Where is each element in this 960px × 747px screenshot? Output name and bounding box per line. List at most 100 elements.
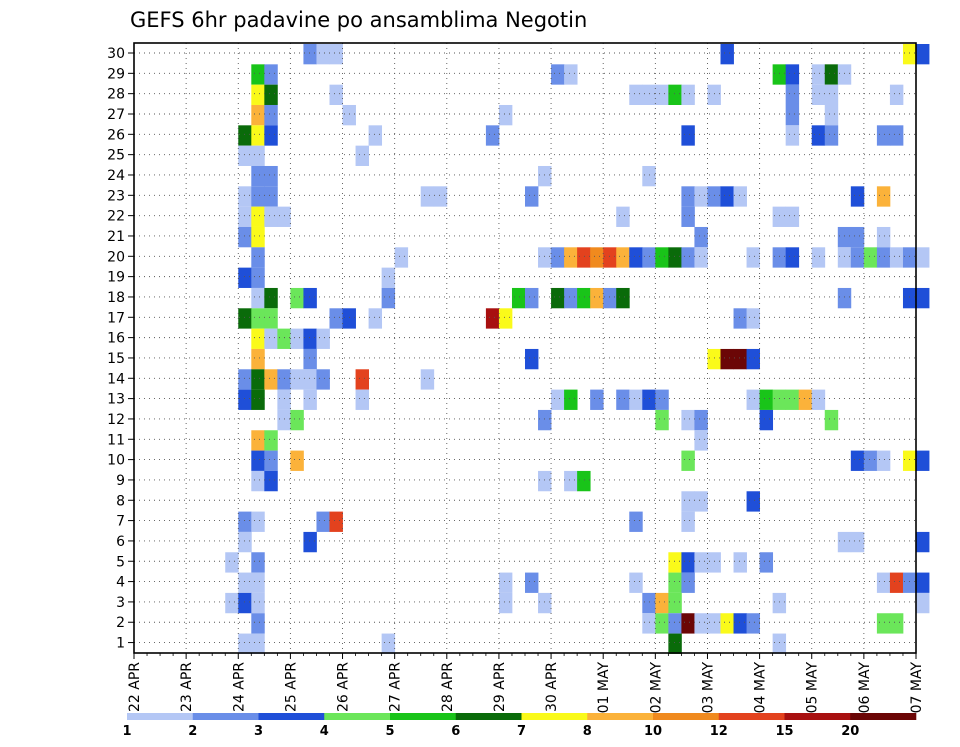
- heatmap-cell: [303, 389, 317, 410]
- heatmap-cells: [225, 44, 930, 654]
- heatmap-cell: [355, 145, 369, 166]
- heatmap-cell: [238, 572, 252, 593]
- heatmap-cell: [876, 125, 891, 146]
- heatmap-cell: [668, 572, 682, 593]
- x-tick-label: 03 MAY: [700, 662, 716, 714]
- y-tick-label: 11: [107, 432, 125, 448]
- heatmap-cell: [642, 165, 656, 187]
- heatmap-cell: [668, 552, 682, 573]
- y-tick-label: 7: [116, 514, 125, 530]
- heatmap-cell: [251, 572, 265, 593]
- heatmap-cell: [251, 552, 265, 573]
- heatmap-cell: [238, 389, 252, 410]
- heatmap-cell: [811, 247, 826, 268]
- y-axis: 1234567891011121314151617181920212223242…: [107, 46, 134, 652]
- heatmap-cell: [277, 409, 291, 431]
- heatmap-cell: [785, 247, 800, 268]
- heatmap-cell: [251, 511, 265, 532]
- heatmap-cell: [433, 186, 448, 207]
- y-tick-label: 6: [116, 534, 125, 550]
- heatmap-cell: [238, 226, 252, 248]
- x-tick-label: 29 APR: [492, 662, 508, 712]
- colorbar-swatch: [850, 713, 917, 720]
- x-axis: 22 APR 23 APR 24 APR 25 APR 26 APR 27 APR 28 A…: [127, 653, 925, 713]
- y-tick-label: 8: [116, 493, 125, 509]
- heatmap-cell: [511, 287, 526, 309]
- heatmap-cell: [668, 613, 682, 634]
- heatmap-cell: [916, 450, 930, 471]
- heatmap-cell: [277, 389, 291, 410]
- heatmap-cell: [251, 348, 265, 370]
- heatmap-cell: [251, 470, 265, 492]
- heatmap-cell: [629, 84, 643, 105]
- y-tick-label: 27: [107, 107, 125, 123]
- heatmap-cell: [681, 572, 695, 593]
- heatmap-cell: [772, 389, 787, 410]
- heatmap-cell: [251, 287, 265, 309]
- heatmap-cell: [824, 84, 839, 105]
- heatmap-cell: [551, 247, 565, 268]
- heatmap-cell: [629, 572, 643, 593]
- heatmap-cell: [251, 633, 265, 654]
- heatmap-cell: [277, 206, 291, 227]
- x-tick-label: 02 MAY: [648, 662, 664, 714]
- heatmap-cell: [264, 206, 278, 227]
- heatmap-cell: [498, 308, 513, 329]
- y-tick-label: 30: [107, 46, 125, 62]
- x-tick-label: 22 APR: [127, 662, 143, 712]
- heatmap-cell: [538, 409, 552, 431]
- heatmap-cell: [785, 104, 800, 126]
- heatmap-cell: [251, 592, 265, 614]
- heatmap-cell: [746, 308, 760, 329]
- heatmap-cell: [251, 104, 265, 126]
- heatmap-cell: [264, 104, 278, 126]
- heatmap-cell: [733, 348, 747, 370]
- heatmap-cell: [707, 84, 721, 105]
- heatmap-cell: [538, 165, 552, 187]
- heatmap-cell: [694, 430, 708, 451]
- heatmap-cell: [303, 328, 317, 349]
- heatmap-cell: [733, 613, 747, 634]
- heatmap-cell: [642, 247, 656, 268]
- heatmap-cell: [876, 247, 891, 268]
- heatmap-cell: [616, 206, 630, 227]
- colorbar-label: 15: [775, 724, 793, 739]
- y-tick-label: 5: [116, 554, 125, 570]
- heatmap-cell: [916, 531, 930, 553]
- heatmap-cell: [381, 267, 396, 288]
- y-tick-label: 28: [107, 87, 125, 103]
- heatmap-cell: [577, 470, 591, 492]
- colorbar-label: 7: [517, 724, 526, 739]
- heatmap-cell: [381, 633, 396, 654]
- heatmap-cell: [681, 186, 695, 207]
- x-tick-label: 04 MAY: [753, 662, 769, 714]
- heatmap-cell: [837, 247, 852, 268]
- heatmap-cell: [772, 64, 787, 85]
- heatmap-cell: [811, 125, 826, 146]
- heatmap-cell: [264, 470, 278, 492]
- heatmap-cell: [603, 247, 617, 268]
- heatmap-cell: [251, 267, 265, 288]
- heatmap-cell: [525, 348, 539, 370]
- y-tick-label: 12: [107, 412, 125, 428]
- heatmap-cell: [538, 470, 552, 492]
- heatmap-cell: [850, 531, 865, 553]
- heatmap-cell: [485, 308, 500, 329]
- heatmap-cell: [681, 247, 695, 268]
- heatmap-cell: [694, 613, 708, 634]
- colorbar-swatch: [521, 713, 588, 720]
- heatmap-cell: [720, 44, 734, 65]
- heatmap-cell: [303, 287, 317, 309]
- heatmap-cell: [681, 491, 695, 512]
- heatmap-cell: [902, 44, 917, 65]
- heatmap-cell: [694, 409, 708, 431]
- heatmap-cell: [629, 511, 643, 532]
- heatmap-cell: [785, 206, 800, 227]
- heatmap-cell: [850, 247, 865, 268]
- y-tick-label: 14: [107, 371, 125, 387]
- colorbar-swatch: [455, 713, 522, 720]
- heatmap-cell: [590, 247, 604, 268]
- heatmap-cell: [707, 348, 721, 370]
- heatmap-cell: [551, 287, 565, 309]
